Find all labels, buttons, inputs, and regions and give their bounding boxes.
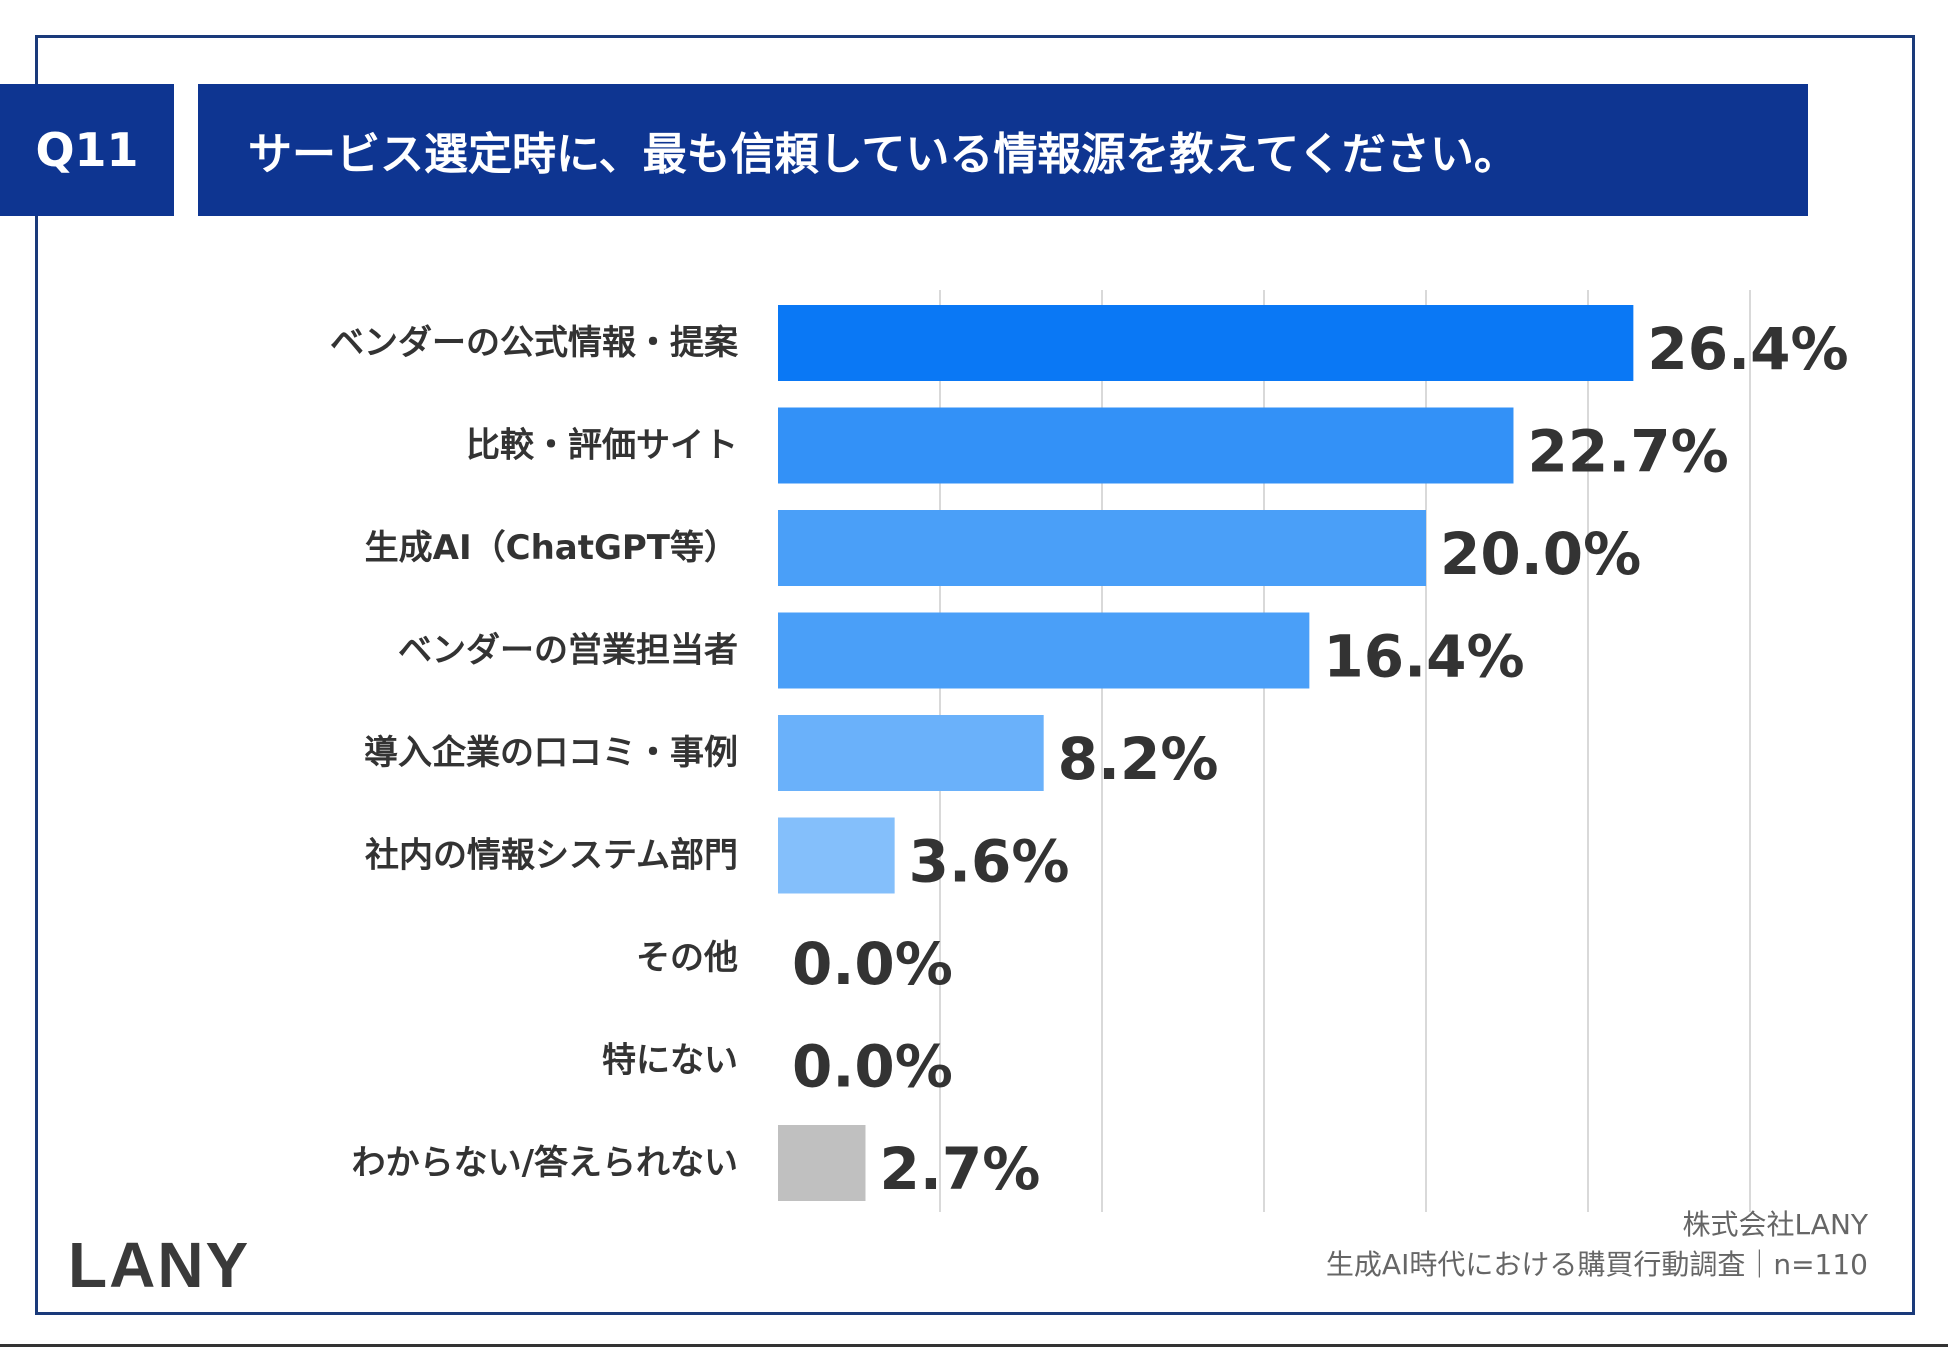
value-label: 26.4% [1647, 315, 1848, 383]
category-label: 特にない [602, 1041, 738, 1081]
value-label: 0.0% [792, 1033, 953, 1101]
footer-survey: 生成AI時代における購買行動調査｜n=110 [1325, 1248, 1868, 1281]
bar [778, 407, 1514, 484]
slide-frame [35, 35, 1915, 1315]
question-number: Q11 [35, 123, 139, 177]
category-label: ベンダーの公式情報・提案 [330, 323, 739, 363]
question-title-bar: サービス選定時に、最も信頼している情報源を教えてください。 [198, 84, 1808, 216]
bar [778, 612, 1310, 689]
bottom-rule [0, 1344, 1948, 1347]
footer-company: 株式会社LANY [1682, 1208, 1868, 1241]
category-label: その他 [636, 938, 738, 978]
category-label: 社内の情報システム部門 [365, 836, 738, 876]
category-label: わからない/答えられない [352, 1143, 738, 1183]
bar [778, 817, 895, 894]
bar [778, 305, 1634, 381]
category-label: 導入企業の口コミ・事例 [364, 733, 738, 773]
bar [778, 510, 1426, 586]
value-label: 20.0% [1440, 520, 1641, 588]
bar [778, 715, 1044, 791]
footer-credits: 株式会社LANY 生成AI時代における購買行動調査｜n=110 [1326, 1205, 1868, 1285]
question-text: サービス選定時に、最も信頼している情報源を教えてください。 [248, 129, 1518, 180]
category-label: 生成AI（ChatGPT等） [365, 528, 738, 568]
value-label: 16.4% [1323, 623, 1524, 691]
value-label: 2.7% [879, 1135, 1040, 1203]
bar [778, 1125, 866, 1201]
lany-logo: LANY [68, 1229, 251, 1301]
category-label: ベンダーの営業担当者 [398, 631, 738, 671]
value-label: 22.7% [1527, 418, 1728, 486]
question-number-badge: Q11 [0, 84, 174, 216]
value-label: 3.6% [909, 828, 1070, 896]
bars [778, 305, 1634, 1201]
value-label: 8.2% [1058, 725, 1219, 793]
value-label: 0.0% [792, 930, 953, 998]
value-labels: 26.4% 22.7% 20.0% 16.4% 8.2% 3.6% 0.0% 0.0% 2.7% [792, 315, 1849, 1203]
category-label: 比較・評価サイト [466, 426, 738, 466]
